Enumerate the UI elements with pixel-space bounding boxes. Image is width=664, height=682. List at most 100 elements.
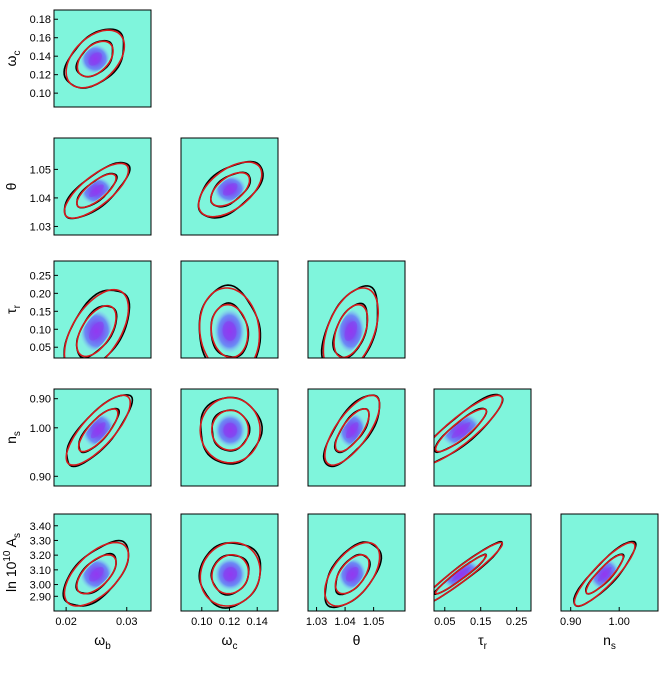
contour-red-outer xyxy=(197,161,263,218)
contour-red-inner xyxy=(77,408,119,453)
x-tick-label: 1.05 xyxy=(363,616,384,628)
density-core xyxy=(89,184,104,198)
y-axis-label-th: θ xyxy=(3,182,19,190)
contour-red-inner xyxy=(210,303,249,358)
panel-frame xyxy=(53,260,152,359)
contour-red-inner xyxy=(75,304,117,358)
contour-red-outer xyxy=(434,541,504,602)
contour-red-outer xyxy=(573,541,636,607)
y-tick-label: 1.03 xyxy=(30,221,51,233)
panel-3-3 xyxy=(433,388,532,487)
y-axis-label-As: ln 1010 As xyxy=(2,533,23,592)
density-core xyxy=(223,183,238,196)
x-axis-label-wb: ωb xyxy=(94,632,111,652)
x-tick-label: 0.12 xyxy=(219,616,240,628)
panel-frame xyxy=(53,9,152,108)
x-axis-label-th: θ xyxy=(353,632,361,648)
y-tick-label: 0.14 xyxy=(30,51,51,63)
panel-frame xyxy=(53,513,152,612)
y-tick-label: 0.18 xyxy=(30,14,51,26)
contour-red-outer xyxy=(198,287,261,358)
x-tick-label: 0.90 xyxy=(560,616,581,628)
x-tick-label: 0.02 xyxy=(55,616,76,628)
panel-frame xyxy=(433,513,532,612)
y-tick-label: 0.16 xyxy=(30,33,51,45)
panel-frame xyxy=(307,260,406,359)
panel-frame xyxy=(180,137,279,236)
density-core xyxy=(345,422,359,439)
contour-red-outer xyxy=(323,394,381,467)
y-tick-label: 0.10 xyxy=(30,324,51,336)
contour-red-inner xyxy=(76,40,114,78)
contour-red-inner xyxy=(333,303,369,358)
y-tick-label: 1.04 xyxy=(30,193,51,205)
contour-red-inner xyxy=(75,173,117,209)
density-core xyxy=(597,567,612,582)
panel-frame xyxy=(53,388,152,487)
contour-red-outer xyxy=(65,394,131,466)
contour-red-inner xyxy=(585,554,624,595)
contour-red-outer xyxy=(65,29,126,89)
panel-4-2: 1.03 1.04 1.05 xyxy=(306,513,406,628)
x-tick-label: 0.05 xyxy=(434,616,455,628)
y-tick-label: 0.10 xyxy=(30,88,51,100)
panel-frame xyxy=(180,388,279,487)
y-axis-label-ns: ns xyxy=(3,431,23,444)
x-tick-label: 0.25 xyxy=(506,616,527,628)
contour-red-outer xyxy=(63,288,130,358)
y-tick-label: 3.00 xyxy=(30,580,51,592)
x-tick-label: 0.10 xyxy=(191,616,212,628)
panel-3-1 xyxy=(180,388,279,487)
density-core xyxy=(90,422,106,439)
contour-red-inner xyxy=(434,554,488,595)
y-tick-label: 0.12 xyxy=(30,70,51,82)
panel-frame xyxy=(53,137,152,236)
density-core xyxy=(88,52,102,66)
panel-4-1: 0.10 0.12 0.14 xyxy=(180,513,279,628)
y-tick-label: 3.30 xyxy=(30,535,51,547)
panel-3-2 xyxy=(307,388,406,487)
x-tick-label: 0.14 xyxy=(247,616,268,628)
contour-red-outer xyxy=(434,394,504,464)
y-tick-label: 1.05 xyxy=(30,164,51,176)
panel-frame xyxy=(560,513,659,612)
contour-red-outer xyxy=(199,541,261,607)
y-tick-label: 3.10 xyxy=(30,565,51,577)
x-tick-label: 0.03 xyxy=(116,616,137,628)
y-tick-label: 0.05 xyxy=(30,342,51,354)
x-axis-label-wc: ωc xyxy=(222,632,238,652)
panel-frame xyxy=(307,388,406,487)
x-tick-label: 0.15 xyxy=(470,616,491,628)
contour-red-inner xyxy=(75,553,117,595)
panel-frame xyxy=(433,388,532,487)
contour-red-inner xyxy=(211,409,250,452)
density-core xyxy=(223,567,237,582)
panel-2-2 xyxy=(307,260,406,359)
y-tick-label: 0.15 xyxy=(30,306,51,318)
contour-red-outer xyxy=(323,541,381,607)
contour-red-outer xyxy=(322,287,380,358)
contour-red-inner xyxy=(334,407,370,453)
y-tick-label: 3.40 xyxy=(30,521,51,533)
panel-4-0: 2.903.00 3.10 3.20 3.30 3.40 0.02 0.03 xyxy=(30,513,152,628)
panel-4-4: 0.90 1.00 xyxy=(560,513,659,628)
contour-red-outer xyxy=(63,541,130,607)
density-core xyxy=(223,422,238,438)
density-core xyxy=(89,567,104,582)
density-core xyxy=(451,567,471,582)
density-core xyxy=(344,321,358,341)
contour-black-outer xyxy=(198,284,262,358)
density-core xyxy=(451,422,471,439)
panel-1-0: 1.03 1.04 1.05 xyxy=(30,137,152,236)
contour-red-inner xyxy=(334,553,370,595)
y-tick-label: 0.20 xyxy=(30,288,51,300)
contour-red-outer xyxy=(199,396,261,464)
y-tick-label: 2.90 xyxy=(30,591,51,603)
y-tick-label: 3.20 xyxy=(30,550,51,562)
x-tick-label: 1.00 xyxy=(608,616,629,628)
panel-4-3: 0.05 0.15 0.25 xyxy=(433,513,532,628)
y-tick-label: 0.90 xyxy=(30,394,51,406)
panel-frame xyxy=(307,513,406,612)
y-tick-label: 0.25 xyxy=(30,270,51,282)
